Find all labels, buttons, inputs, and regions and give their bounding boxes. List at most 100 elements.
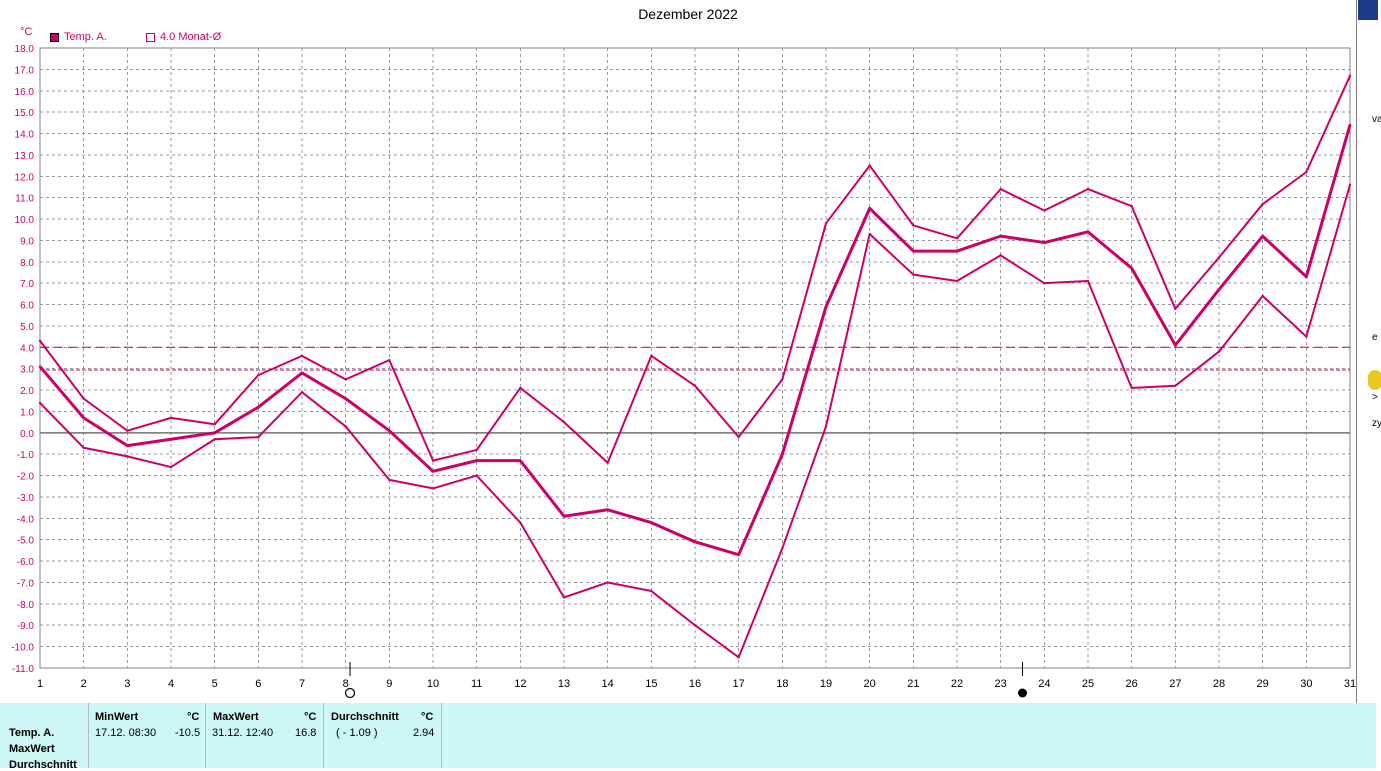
- y-tick-label: 3.0: [20, 365, 34, 376]
- panel-divider: [441, 703, 443, 768]
- min-value: -10.5: [175, 727, 201, 739]
- data-point-min: [868, 232, 871, 236]
- data-point-mean: [737, 553, 740, 556]
- max-value: 16.8: [295, 727, 317, 739]
- x-tick-label: 4: [168, 678, 174, 690]
- x-tick-label: 20: [864, 678, 876, 690]
- data-point-min: [693, 624, 697, 627]
- legend-item-temp: Temp. A.: [50, 31, 107, 43]
- data-point-min: [1261, 294, 1264, 298]
- y-tick-label: -3.0: [17, 493, 35, 504]
- data-point-min: [1130, 386, 1133, 390]
- x-tick-label: 19: [820, 678, 832, 690]
- data-point-min: [955, 279, 959, 283]
- data-point-max: [1217, 256, 1221, 259]
- y-tick-label: 1.0: [20, 407, 34, 418]
- data-point-max: [1086, 187, 1090, 191]
- data-point-max: [1348, 74, 1352, 77]
- avg-unit: °C: [421, 711, 434, 723]
- x-tick-label: 9: [386, 678, 392, 690]
- data-point-mean: [1086, 230, 1090, 234]
- y-tick-label: 8.0: [20, 258, 34, 269]
- data-point-min: [38, 401, 42, 405]
- x-tick-label: 25: [1082, 678, 1094, 690]
- row-label-max: MaxWert: [9, 743, 55, 755]
- x-tick-label: 12: [514, 678, 526, 690]
- temperature-chart: 18.017.016.015.014.013.012.011.010.09.08…: [11, 44, 1356, 699]
- data-point-min: [1305, 335, 1308, 338]
- data-point-mean: [868, 207, 871, 210]
- y-tick-label: 2.0: [20, 386, 34, 397]
- data-point-max: [475, 448, 478, 452]
- new-moon-icon: [1018, 688, 1027, 698]
- y-tick-label: 4.0: [20, 343, 34, 354]
- data-point-max: [781, 378, 784, 381]
- x-tick-label: 14: [602, 678, 614, 690]
- y-tick-label: 10.0: [15, 215, 35, 226]
- data-point-mean: [912, 249, 915, 253]
- y-tick-label: 13.0: [15, 151, 35, 162]
- row-label-temp: Temp. A.: [9, 727, 55, 739]
- max-header: MaxWert: [213, 711, 259, 723]
- x-tick-label: 17: [733, 678, 745, 690]
- data-point-min: [650, 589, 653, 593]
- min-header: MinWert: [95, 711, 139, 723]
- x-tick-label: 7: [299, 678, 305, 690]
- data-point-min: [1348, 183, 1352, 187]
- data-point-min: [344, 425, 347, 428]
- x-tick-label: 11: [471, 678, 482, 690]
- data-point-max: [650, 354, 653, 358]
- x-tick-label: 2: [81, 678, 87, 690]
- min-value-column: MinWert °C 17.12. 08:30 -10.5: [88, 703, 205, 768]
- x-tick-label: 15: [645, 678, 657, 690]
- data-point-mean: [562, 515, 566, 518]
- y-tick-label: 11.0: [15, 194, 34, 205]
- data-point-max: [257, 373, 260, 377]
- y-tick-label: 5.0: [20, 322, 34, 333]
- x-tick-label: 30: [1300, 678, 1312, 690]
- y-tick-label: -8.0: [17, 600, 35, 611]
- data-point-max: [38, 339, 42, 343]
- avg-value: 2.94: [413, 727, 435, 739]
- data-point-max: [1174, 307, 1177, 311]
- data-point-max: [169, 416, 173, 420]
- data-point-min: [300, 391, 304, 394]
- data-point-max: [562, 420, 566, 424]
- data-point-min: [912, 273, 915, 276]
- y-tick-label: 7.0: [20, 279, 34, 290]
- data-point-max: [868, 164, 871, 167]
- y-tick-label: -5.0: [17, 536, 35, 547]
- data-point-min: [999, 254, 1002, 257]
- data-point-max: [955, 237, 959, 240]
- data-point-min: [213, 438, 216, 441]
- data-point-max: [1130, 205, 1133, 208]
- y-tick-label: -10.0: [11, 643, 34, 654]
- data-point-mean: [824, 305, 828, 308]
- data-point-min: [606, 581, 609, 584]
- avg-note: ( - 1.09 ): [336, 727, 378, 739]
- data-point-mean: [1348, 123, 1352, 127]
- x-tick-label: 10: [427, 678, 439, 690]
- max-value-column: MaxWert °C 31.12. 12:40 16.8: [205, 703, 323, 768]
- data-point-max: [431, 459, 435, 462]
- x-tick-label: 5: [212, 678, 218, 690]
- x-tick-label: 18: [776, 678, 788, 690]
- x-tick-label: 8: [343, 678, 349, 690]
- data-point-mean: [955, 249, 959, 253]
- y-tick-label: -7.0: [17, 578, 35, 589]
- data-point-mean: [1217, 288, 1221, 291]
- data-point-mean: [650, 521, 653, 524]
- y-tick-label: 14.0: [15, 130, 35, 141]
- y-axis-unit: °C: [20, 26, 33, 38]
- y-tick-label: 9.0: [20, 236, 34, 247]
- avg-header: Durchschnitt: [331, 711, 399, 723]
- data-point-min: [431, 487, 435, 490]
- data-point-min: [781, 547, 784, 550]
- chart-title: Dezember 2022: [638, 6, 738, 22]
- data-point-min: [737, 656, 740, 659]
- data-point-mean: [1261, 234, 1264, 238]
- x-tick-label: 16: [689, 678, 701, 690]
- min-time: 17.12. 08:30: [95, 727, 157, 739]
- max-unit: °C: [304, 711, 317, 723]
- app-logo-icon: [1368, 370, 1381, 390]
